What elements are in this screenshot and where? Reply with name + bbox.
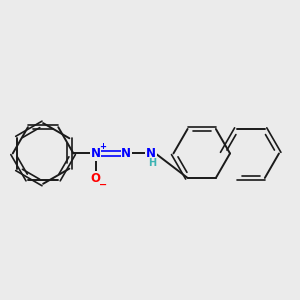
Text: N: N bbox=[121, 147, 131, 160]
Text: −: − bbox=[99, 179, 107, 190]
Text: H: H bbox=[148, 158, 157, 168]
Text: N: N bbox=[91, 147, 101, 160]
Text: +: + bbox=[99, 142, 106, 152]
Text: N: N bbox=[146, 147, 156, 160]
Text: O: O bbox=[91, 172, 101, 185]
